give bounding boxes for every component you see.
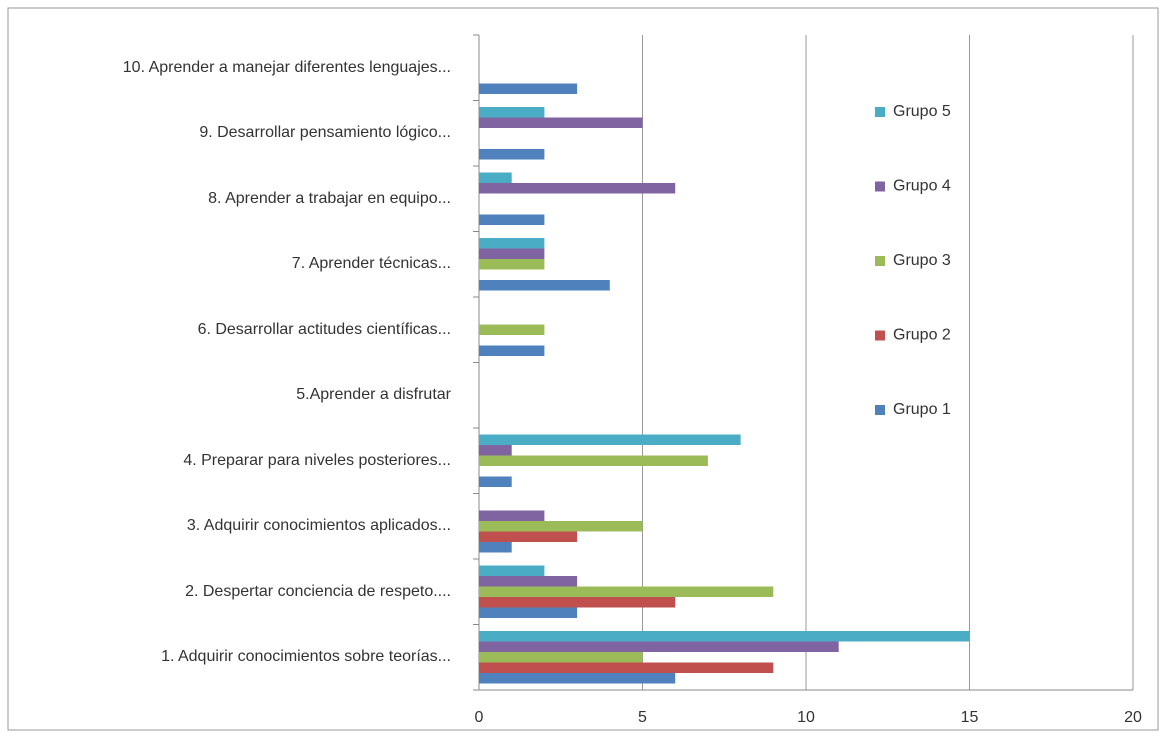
x-tick-label: 15 (961, 709, 979, 726)
bar (479, 586, 774, 597)
bar (479, 631, 970, 642)
bar (479, 183, 676, 194)
y-tick-label: 7. Aprender técnicas... (291, 255, 451, 273)
y-tick-label: 9. Desarrollar pensamiento lógico... (199, 124, 451, 142)
legend-swatch (875, 256, 885, 266)
bar (479, 248, 545, 259)
bar (479, 172, 512, 183)
frame (7, 7, 1159, 731)
legend-label: Grupo 3 (893, 252, 951, 269)
legend-label: Grupo 4 (893, 178, 951, 195)
bar (479, 576, 578, 587)
y-tick-label: 4. Preparar para niveles posteriores... (183, 451, 451, 469)
bar (479, 238, 545, 249)
bar (479, 117, 643, 128)
bar (479, 521, 643, 532)
x-tick-label: 0 (475, 709, 484, 726)
bar (479, 641, 839, 652)
bar (479, 565, 545, 576)
bar (479, 652, 643, 663)
y-tick-label: 2. Despertar conciencia de respeto.... (185, 582, 451, 600)
legend-swatch (875, 405, 885, 415)
y-tick-label: 10. Aprender a manejar diferentes lengua… (122, 58, 451, 76)
bar (479, 607, 578, 618)
bar (479, 107, 545, 118)
bar (479, 531, 578, 542)
bar (479, 510, 545, 521)
bar (479, 345, 545, 356)
legend-label: Grupo 2 (893, 327, 951, 344)
bar (479, 214, 545, 225)
y-tick-label: 3. Adquirir conocimientos aplicados... (186, 517, 451, 535)
legend-swatch (875, 330, 885, 341)
bar (479, 434, 741, 445)
bar (479, 324, 545, 335)
bar (479, 280, 610, 291)
bar (479, 259, 545, 270)
bar (479, 149, 545, 160)
y-tick-label: 5.Aprender a disfrutar (296, 386, 451, 404)
bar (479, 455, 708, 466)
legend-swatch (875, 181, 885, 192)
bar (479, 445, 512, 456)
legend-label: Grupo 5 (893, 103, 951, 120)
legend-label: Grupo 1 (893, 401, 951, 418)
bar (479, 597, 676, 608)
bar (479, 83, 578, 94)
bar (479, 542, 512, 553)
y-tick-label: 6. Desarrollar actitudes científicas... (197, 320, 451, 338)
bar (479, 673, 676, 684)
x-tick-label: 20 (1124, 709, 1142, 726)
y-tick-label: 8. Aprender a trabajar en equipo... (208, 189, 451, 207)
x-tick-label: 10 (797, 709, 815, 726)
y-tick-label: 1. Adquirir conocimientos sobre teorías.… (161, 648, 451, 666)
x-tick-label: 5 (638, 709, 647, 726)
legend-swatch (875, 107, 885, 117)
bar (479, 476, 512, 487)
bar (479, 662, 774, 673)
